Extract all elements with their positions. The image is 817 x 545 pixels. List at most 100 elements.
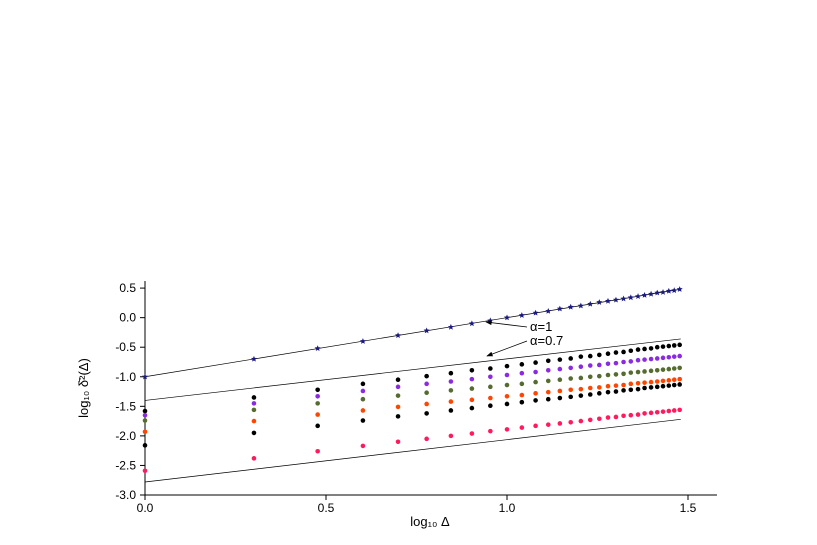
point [671,343,677,348]
point [519,381,525,387]
point [488,403,493,409]
point [545,422,551,427]
point [395,393,401,398]
point [557,357,563,362]
star-point [532,309,539,316]
point [251,395,257,400]
star-point [359,338,366,344]
point [613,389,619,394]
point [568,365,574,371]
point [557,377,563,383]
point [315,387,320,393]
star-point [635,293,642,299]
point [621,413,626,419]
point [660,355,666,361]
point [666,354,672,360]
point [666,366,672,372]
point [533,391,538,396]
point [660,344,666,349]
point [519,362,525,367]
point [557,421,563,426]
point [488,428,493,434]
point [605,415,611,420]
point [671,377,677,383]
reference-line [144,418,681,483]
star-point [314,345,321,351]
point [533,398,538,403]
reference-line [144,338,681,401]
point [660,409,666,414]
point [635,347,641,352]
point [671,382,677,388]
point [315,412,320,417]
point [621,382,626,388]
point [605,361,611,367]
point [578,418,584,424]
point [448,433,454,439]
point [642,369,647,374]
point [677,365,682,371]
point [142,443,148,448]
point [648,368,654,374]
star-point [545,307,552,314]
point [597,416,602,422]
point [654,367,660,373]
point [533,369,538,375]
star-point [654,289,661,296]
point [315,393,320,399]
star-point [596,299,603,305]
point [251,456,257,461]
point [488,366,493,371]
point [635,412,641,417]
point [424,436,429,442]
point [395,439,401,445]
point [648,410,654,416]
point [621,349,626,355]
star-point [250,355,258,362]
point [504,363,510,369]
x-tick-label: 0.0 [137,501,154,515]
point [660,367,666,372]
point [545,358,551,364]
point [587,363,593,368]
point [488,374,493,380]
y-tick-label: -1.5 [115,399,136,413]
point [395,384,401,390]
point [251,430,257,436]
point [587,385,593,391]
point [628,348,634,354]
point [677,376,682,382]
point [605,372,611,378]
annotation: α=1 [530,319,552,334]
point [557,395,563,401]
point [360,396,366,402]
star-point [612,296,620,303]
star-point [627,294,634,301]
annotation-arrow [485,320,528,328]
star-point [556,305,563,312]
point [504,372,510,378]
point [648,385,654,390]
point [613,383,619,388]
point [360,381,366,387]
point [142,418,148,423]
point [648,379,654,385]
point [621,388,626,393]
point [251,418,257,424]
point [648,356,654,362]
point [605,389,611,395]
point [660,383,666,389]
point [424,373,429,379]
point [613,414,619,420]
point [424,401,429,407]
point [557,366,563,372]
point [587,417,593,423]
point [469,431,475,436]
point [671,408,677,413]
point [628,412,634,418]
point [654,344,660,350]
point [448,379,454,384]
point [469,405,475,411]
point [469,376,475,382]
point [578,393,584,398]
